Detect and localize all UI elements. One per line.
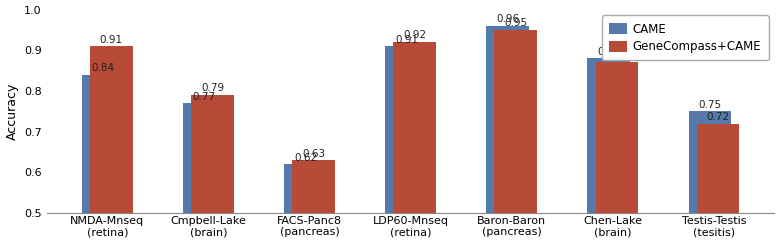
- Bar: [495, 30, 537, 243]
- Text: 0.87: 0.87: [605, 51, 629, 61]
- Bar: [689, 111, 731, 243]
- Bar: [596, 62, 638, 243]
- Bar: [587, 58, 630, 243]
- Text: 0.79: 0.79: [201, 83, 224, 93]
- Text: 0.91: 0.91: [100, 35, 123, 44]
- Text: 0.92: 0.92: [403, 30, 426, 41]
- Bar: [183, 103, 225, 243]
- Text: 0.91: 0.91: [395, 35, 418, 44]
- Bar: [393, 42, 436, 243]
- Text: 0.84: 0.84: [92, 63, 115, 73]
- Text: 0.96: 0.96: [496, 14, 519, 24]
- Text: 0.95: 0.95: [504, 18, 527, 28]
- Bar: [292, 160, 335, 243]
- Text: 0.77: 0.77: [193, 92, 216, 102]
- Text: 0.75: 0.75: [698, 100, 722, 110]
- Bar: [82, 75, 125, 243]
- Bar: [385, 46, 427, 243]
- Text: 0.62: 0.62: [294, 153, 317, 163]
- Bar: [487, 26, 529, 243]
- Text: 0.63: 0.63: [302, 148, 325, 158]
- Bar: [90, 46, 133, 243]
- Bar: [697, 123, 739, 243]
- Legend: CAME, GeneCompass+CAME: CAME, GeneCompass+CAME: [602, 16, 768, 60]
- Text: 0.72: 0.72: [706, 112, 729, 122]
- Bar: [191, 95, 234, 243]
- Text: 0.88: 0.88: [597, 47, 620, 57]
- Y-axis label: Accuracy: Accuracy: [5, 83, 19, 140]
- Bar: [284, 164, 327, 243]
